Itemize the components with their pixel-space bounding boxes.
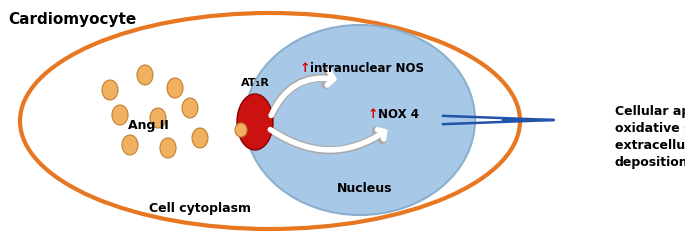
Text: Cardiomyocyte: Cardiomyocyte — [8, 12, 136, 27]
Text: ↑: ↑ — [368, 108, 379, 121]
Ellipse shape — [160, 138, 176, 158]
Ellipse shape — [245, 25, 475, 215]
Ellipse shape — [122, 135, 138, 155]
Text: NOX 4: NOX 4 — [378, 108, 419, 121]
Text: AT₁R: AT₁R — [240, 78, 269, 88]
Ellipse shape — [20, 13, 520, 229]
Ellipse shape — [237, 94, 273, 150]
Text: intranuclear NOS: intranuclear NOS — [310, 61, 424, 74]
Ellipse shape — [137, 65, 153, 85]
Ellipse shape — [192, 128, 208, 148]
Ellipse shape — [167, 78, 183, 98]
Text: ↑: ↑ — [300, 61, 310, 74]
Text: Cell cytoplasm: Cell cytoplasm — [149, 202, 251, 215]
Text: Nucleus: Nucleus — [337, 182, 393, 195]
Ellipse shape — [235, 123, 247, 137]
Text: Cellular apoptosis,
oxidative stress,
extracellular matrix
deposition: Cellular apoptosis, oxidative stress, ex… — [615, 105, 685, 169]
Ellipse shape — [150, 108, 166, 128]
Ellipse shape — [182, 98, 198, 118]
Ellipse shape — [112, 105, 128, 125]
Text: Ang II: Ang II — [127, 119, 169, 132]
Ellipse shape — [102, 80, 118, 100]
